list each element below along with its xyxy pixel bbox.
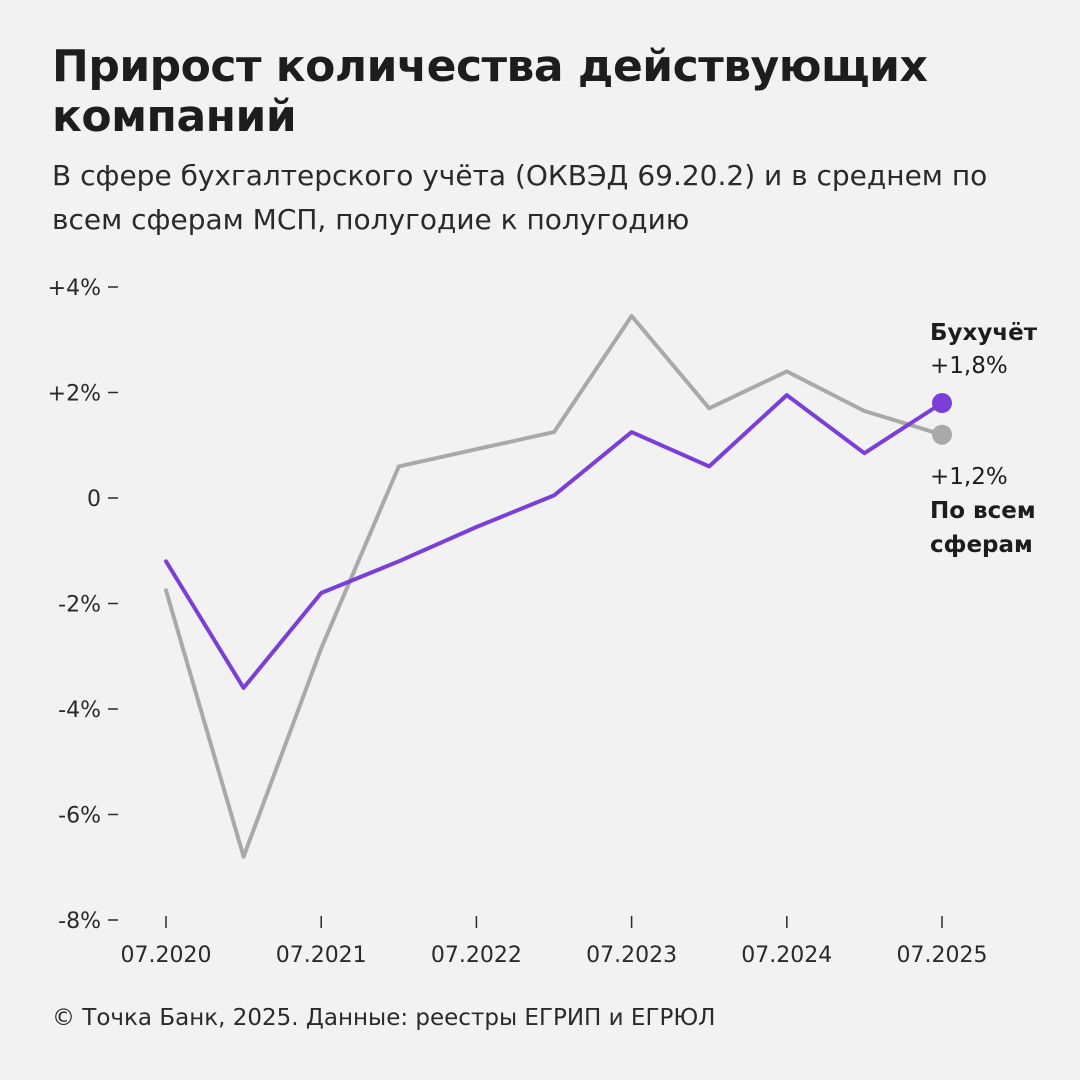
y-tick-label: -2%	[58, 593, 101, 618]
x-tick-label: 07.2020	[121, 943, 212, 968]
series-layer	[164, 314, 952, 859]
x-tick-label: 07.2022	[431, 943, 522, 968]
x-tick-label: 07.2021	[276, 943, 367, 968]
end-marker-1	[932, 424, 952, 445]
x-tick-label: 07.2023	[586, 943, 677, 968]
line-chart: +4%+2%0-2%-4%-6%-8% 07.2020 07.2021 07.202…	[48, 276, 1038, 968]
series-value-accounting: +1,8%	[930, 353, 1008, 379]
chart-title: Прирост количества действующих компаний	[52, 41, 928, 142]
series-name-all: По всем сферам	[930, 498, 1036, 558]
y-tick-label: -6%	[58, 804, 101, 829]
y-tick-label: +4%	[48, 276, 101, 301]
y-tick-label: +2%	[48, 382, 101, 407]
chart-subtitle: В сфере бухгалтерского учёта (ОКВЭД 69.2…	[52, 159, 988, 236]
series-line-0	[164, 393, 944, 690]
x-tick-label: 07.2025	[897, 943, 988, 968]
end-labels: Бухучёт +1,8% +1,2% По всем сферам	[930, 320, 1038, 558]
y-tick-label: -4%	[58, 698, 101, 723]
y-axis: +4% +2% 0 -2% -4% -6% -8%	[48, 276, 118, 934]
x-tick-label: 07.2024	[741, 943, 832, 968]
end-marker-0	[932, 393, 952, 414]
y-tick-label: 0	[87, 487, 101, 512]
series-name-accounting: Бухучёт	[930, 320, 1038, 346]
y-tick-label: -8%	[58, 909, 101, 934]
x-axis: 07.2020 07.2021 07.2022 07.2023 07.2024 07.20…	[121, 916, 988, 968]
series-line-1	[164, 314, 944, 859]
source-note: © Точка Банк, 2025. Данные: реестры ЕГРИ…	[52, 1005, 716, 1031]
series-value-all: +1,2%	[930, 464, 1008, 490]
